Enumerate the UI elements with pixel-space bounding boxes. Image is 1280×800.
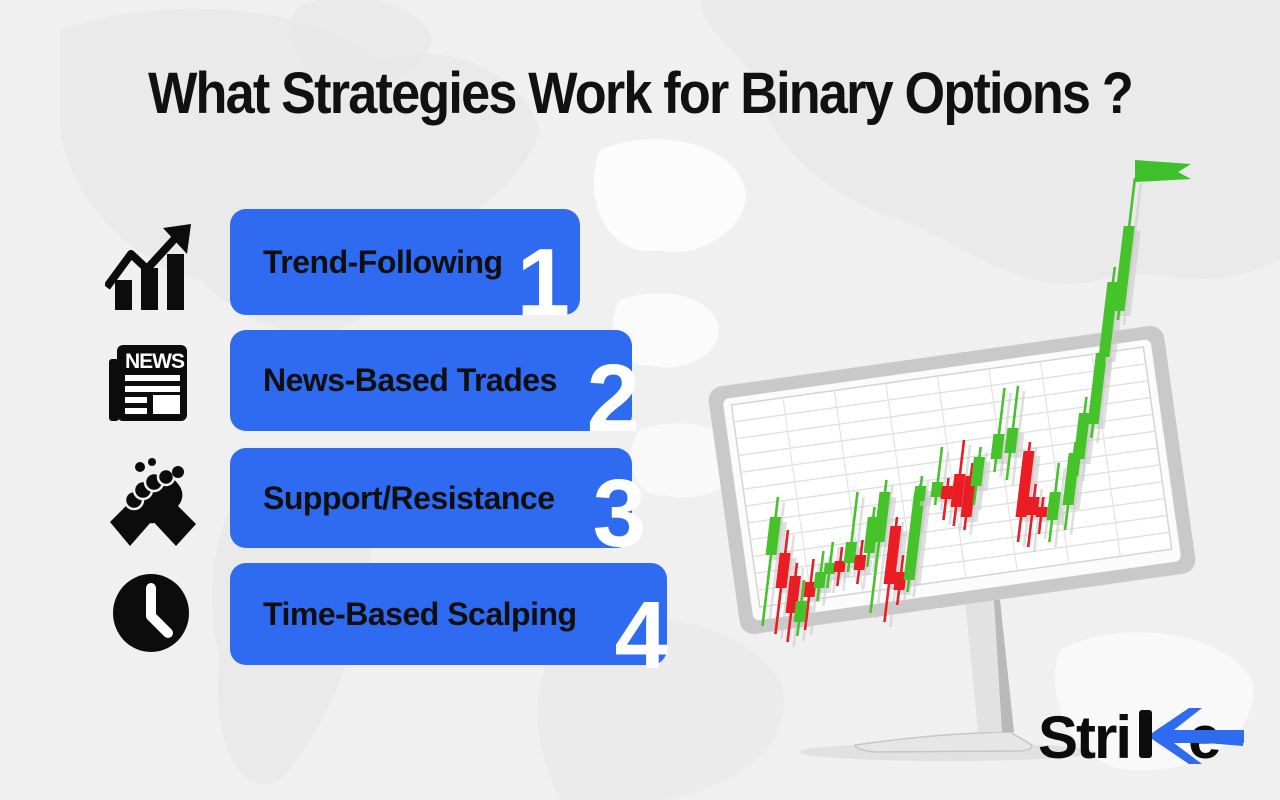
- newspaper-icon: NEWS: [109, 345, 187, 421]
- logo-left-arrow-icon: [1152, 708, 1244, 764]
- clock-icon: [113, 574, 189, 652]
- strategy-label: Support/Resistance: [263, 479, 555, 516]
- strategy-label: Trend-Following: [263, 243, 503, 280]
- step-number-4: 4: [614, 582, 668, 689]
- strategy-box-time-based-scalping: Time-Based Scalping: [230, 563, 667, 665]
- candle-shape: [1098, 282, 1119, 357]
- strategy-box-trend-following: Trend-Following: [230, 209, 580, 315]
- step-number-2: 2: [586, 345, 640, 452]
- trend-chart-icon: [105, 224, 191, 310]
- candle-shape: [970, 457, 985, 486]
- candle-shape: [863, 517, 879, 553]
- candle-shape: [833, 561, 846, 572]
- candle-shape: [775, 553, 791, 588]
- breakout-flag: [1135, 160, 1191, 182]
- candle-shape: [813, 572, 827, 588]
- candle-shape: [765, 517, 782, 555]
- candle-shape: [803, 582, 817, 597]
- step-number-1: 1: [516, 229, 570, 336]
- strategy-label: Time-Based Scalping: [263, 595, 577, 632]
- candle-shape: [1062, 453, 1080, 505]
- candle-shape: [940, 486, 954, 499]
- candle-shape: [913, 486, 927, 501]
- newspaper-headline-text: NEWS: [125, 350, 185, 373]
- candle-shape: [793, 601, 808, 622]
- candle-shape: [883, 526, 902, 584]
- candle-shape: [950, 474, 966, 507]
- logo-k-stem: [1139, 710, 1152, 758]
- candle-shape: [1004, 428, 1019, 453]
- strategy-box-news-based-trades: News-Based Trades: [230, 330, 632, 431]
- candle-shape: [873, 492, 891, 542]
- candle-shape: [960, 476, 977, 517]
- candle-shape: [843, 542, 858, 563]
- strategy-label: News-Based Trades: [263, 362, 557, 398]
- handshake-icon: [110, 458, 196, 546]
- candle-shape: [1073, 413, 1091, 459]
- page-title: What Strategies Work for Binary Options …: [148, 61, 1134, 126]
- candle-shape: [1035, 507, 1048, 517]
- candle-shape: [1046, 492, 1061, 520]
- candle-shape: [930, 482, 944, 497]
- monitor-stand-neck-shade: [994, 600, 1014, 732]
- step-number-3: 3: [592, 460, 646, 567]
- logo-text-before-arrow: Stri: [1038, 704, 1130, 771]
- strategy-box-support-resistance: Support/Resistance: [230, 448, 632, 548]
- candle-shape: [823, 563, 836, 574]
- candle-shape: [1015, 451, 1035, 517]
- candle-shape: [853, 555, 867, 570]
- monitor-candlestick-illustration: [708, 160, 1196, 761]
- candle-shape: [903, 492, 926, 580]
- candle-shape: [1113, 226, 1135, 311]
- monitor-stand-base: [854, 731, 1033, 753]
- candlestick-series: [761, 178, 1143, 647]
- candle-shape: [893, 572, 907, 590]
- candle-shape: [990, 434, 1005, 459]
- strike-logo: Stri e: [1038, 704, 1244, 771]
